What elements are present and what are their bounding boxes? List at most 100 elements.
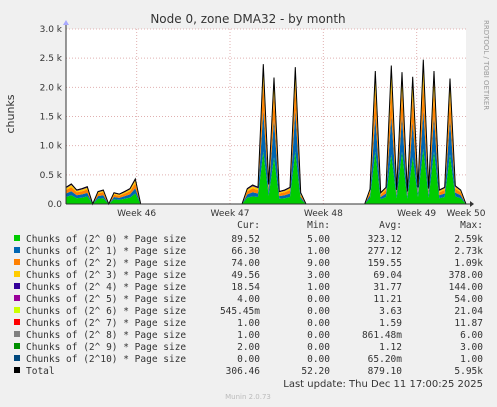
x-tick-label: Week 48 [304, 209, 343, 219]
legend-max: 2.59k [454, 234, 483, 245]
legend-name: Chunks of (2^ 4) * Page size [26, 282, 186, 293]
legend-swatch [14, 271, 20, 277]
legend-min: 0.00 [307, 330, 330, 341]
legend-min: 0.00 [307, 318, 330, 329]
legend-cur: 18.54 [231, 282, 260, 293]
last-update: Last update: Thu Dec 11 17:00:25 2025 [283, 379, 483, 390]
legend-min: 0.00 [307, 306, 330, 317]
legend-name: Chunks of (2^ 3) * Page size [26, 270, 186, 281]
legend-row: Chunks of (2^ 3) * Page size 49.56 3.00 69.… [14, 270, 483, 281]
legend-swatch [14, 259, 20, 265]
legend-row: Chunks of (2^10) * Page size 0.00 0.00 65.2… [14, 354, 483, 365]
legend-row: Chunks of (2^ 7) * Page size 1.00 0.00 1.59… [14, 318, 483, 329]
legend: Cur: Min: Avg: Max: Chunks of (2^ 0) * P… [14, 220, 483, 377]
series-area-2 [66, 81, 466, 204]
series-area-1 [66, 110, 466, 204]
legend-max: 144.00 [449, 282, 484, 293]
legend-min: 52.20 [301, 366, 330, 377]
total-line [65, 59, 467, 206]
legend-name: Chunks of (2^ 8) * Page size [26, 330, 186, 341]
legend-avg: 159.55 [368, 258, 402, 269]
legend-swatch [14, 331, 20, 337]
x-axis-arrow [470, 201, 474, 207]
legend-swatch [14, 367, 20, 373]
legend-max: 21.04 [454, 306, 483, 317]
legend-max: 1.09k [454, 258, 483, 269]
y-axis-arrow [63, 20, 69, 25]
legend-swatch [14, 307, 20, 313]
y-tick-label: 2.5 k [40, 54, 63, 64]
legend-swatch [14, 343, 20, 349]
y-tick-label: 1.0 k [40, 142, 63, 152]
legend-avg: 69.04 [373, 270, 402, 281]
legend-row: Chunks of (2^ 8) * Page size 1.00 0.00 861.… [14, 330, 483, 341]
x-tick-label: Week 49 [397, 209, 436, 219]
x-ticks: Week 46 Week 47 Week 48 Week 49 Week 50 [117, 209, 486, 219]
legend-min: 5.00 [307, 234, 330, 245]
legend-max: 5.95k [454, 366, 483, 377]
legend-row: Chunks of (2^ 4) * Page size 18.54 1.00 31.… [14, 282, 483, 293]
legend-min: 3.00 [307, 270, 330, 281]
x-tick-label: Week 47 [211, 209, 250, 219]
legend-cur: 4.00 [237, 294, 260, 305]
legend-row: Chunks of (2^ 6) * Page size 545.45m 0.00 3… [14, 306, 483, 317]
legend-avg: 1.59 [379, 318, 402, 329]
legend-header-avg: Avg: [379, 220, 402, 231]
legend-name: Chunks of (2^ 0) * Page size [26, 234, 186, 245]
legend-cur: 49.56 [231, 270, 260, 281]
legend-swatch [14, 247, 20, 253]
legend-min: 0.00 [307, 354, 330, 365]
legend-name: Chunks of (2^ 1) * Page size [26, 246, 186, 257]
chart-title: Node 0, zone DMA32 - by month [150, 12, 345, 26]
legend-row: Chunks of (2^ 0) * Page size 89.52 5.00 323… [14, 234, 483, 245]
legend-cur: 1.00 [237, 318, 260, 329]
legend-cur: 89.52 [231, 234, 260, 245]
legend-min: 9.00 [307, 258, 330, 269]
x-tick-label: Week 50 [447, 209, 486, 219]
legend-max: 378.00 [449, 270, 484, 281]
legend-swatch [14, 319, 20, 325]
legend-row: Chunks of (2^ 9) * Page size 2.00 0.00 1.12… [14, 342, 483, 353]
legend-max: 54.00 [454, 294, 483, 305]
legend-row: Chunks of (2^ 1) * Page size 66.30 1.00 277… [14, 246, 483, 257]
legend-header-cur: Cur: [237, 220, 260, 231]
legend-row: Chunks of (2^ 5) * Page size 4.00 0.00 11.2… [14, 294, 483, 305]
legend-max: 2.73k [454, 246, 483, 257]
legend-name: Total [26, 366, 55, 377]
x-tick-label: Week 46 [117, 209, 156, 219]
legend-avg: 31.77 [373, 282, 402, 293]
legend-cur: 0.00 [237, 354, 260, 365]
legend-swatch [14, 355, 20, 361]
legend-min: 0.00 [307, 342, 330, 353]
legend-min: 0.00 [307, 294, 330, 305]
munin-version: Munin 2.0.73 [225, 393, 271, 401]
legend-name: Chunks of (2^ 9) * Page size [26, 342, 186, 353]
legend-max: 6.00 [460, 330, 483, 341]
legend-swatch [14, 283, 20, 289]
series-area-0 [66, 148, 466, 204]
legend-name: Chunks of (2^10) * Page size [26, 354, 186, 365]
y-axis-label: chunks [4, 94, 17, 133]
legend-cur: 306.46 [226, 366, 261, 377]
legend-avg: 277.12 [368, 246, 402, 257]
legend-max: 1.00 [460, 354, 483, 365]
legend-cur: 66.30 [231, 246, 260, 257]
rrdtool-watermark: RRDTOOL / TOBI OETIKER [482, 20, 490, 110]
legend-min: 1.00 [307, 246, 330, 257]
legend-avg: 861.48m [362, 330, 402, 341]
y-tick-label: 2.0 k [40, 83, 63, 93]
y-tick-label: 0.5 k [40, 171, 63, 181]
legend-avg: 65.20m [368, 354, 403, 365]
legend-min: 1.00 [307, 282, 330, 293]
legend-name: Chunks of (2^ 7) * Page size [26, 318, 186, 329]
legend-max: 3.00 [460, 342, 483, 353]
legend-row: Total 306.46 52.20 879.10 5.95k [14, 366, 483, 377]
stacked-areas [65, 59, 467, 206]
legend-avg: 3.63 [379, 306, 402, 317]
y-tick-label: 3.0 k [40, 25, 63, 35]
legend-name: Chunks of (2^ 5) * Page size [26, 294, 186, 305]
legend-header-max: Max: [460, 220, 483, 231]
legend-cur: 1.00 [237, 330, 260, 341]
legend-name: Chunks of (2^ 2) * Page size [26, 258, 186, 269]
